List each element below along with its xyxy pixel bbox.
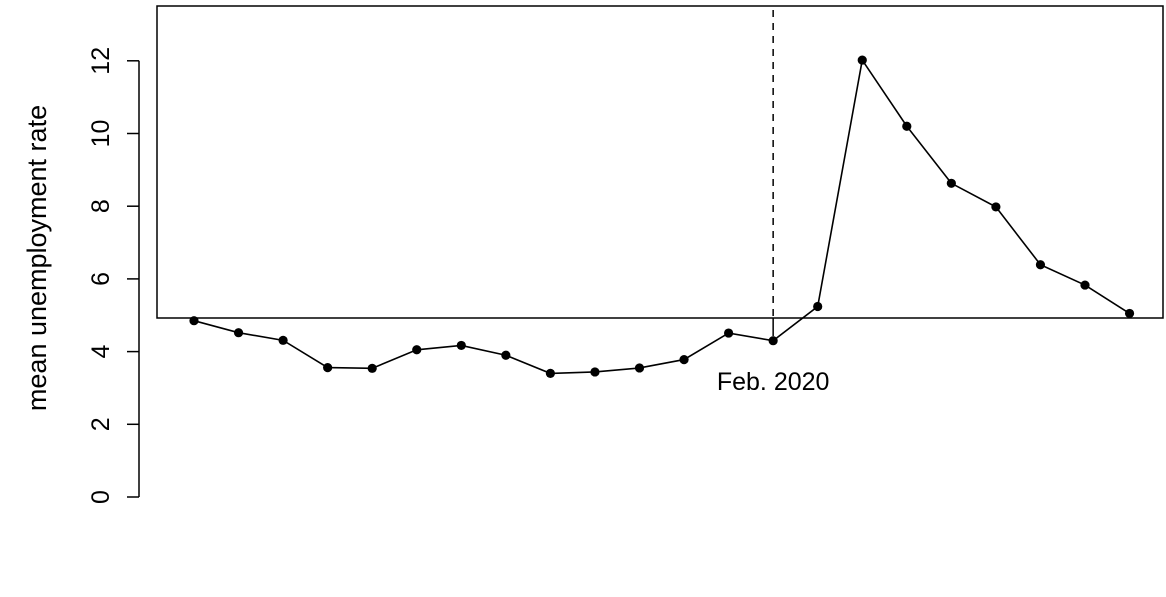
data-point bbox=[233, 328, 244, 338]
y-axis-title: mean unemployment rate bbox=[22, 105, 52, 411]
y-tick-label: 8 bbox=[87, 199, 115, 213]
data-point bbox=[545, 368, 556, 379]
data-point bbox=[456, 340, 466, 351]
plot-frame bbox=[156, 5, 1164, 319]
data-point bbox=[501, 350, 511, 360]
data-point bbox=[367, 363, 377, 373]
data-point bbox=[724, 328, 734, 338]
y-axis: 0 2 4 6 8 10 12 bbox=[87, 47, 140, 504]
data-point bbox=[1035, 260, 1046, 270]
y-tick-label: 2 bbox=[87, 417, 115, 431]
data-point bbox=[813, 301, 823, 312]
y-tick-label: 10 bbox=[87, 120, 115, 148]
data-point bbox=[991, 202, 1001, 212]
data-point bbox=[857, 55, 867, 65]
y-tick-label: 6 bbox=[87, 272, 115, 286]
data-point bbox=[189, 316, 199, 326]
data-point bbox=[590, 367, 600, 377]
x-tick-label: Feb. 2020 bbox=[717, 368, 830, 396]
data-point bbox=[278, 335, 288, 345]
y-tick-label: 4 bbox=[87, 345, 115, 359]
data-point bbox=[679, 354, 689, 365]
data-point bbox=[1080, 280, 1090, 290]
data-point bbox=[1124, 308, 1135, 319]
data-point bbox=[634, 363, 645, 373]
data-points bbox=[189, 55, 1135, 379]
data-point bbox=[323, 362, 333, 373]
data-point bbox=[946, 178, 956, 188]
x-axis: Feb. 2020 bbox=[717, 318, 830, 396]
data-point bbox=[412, 345, 422, 355]
y-tick-label: 0 bbox=[87, 490, 115, 504]
data-point bbox=[902, 121, 912, 131]
series-line bbox=[193, 57, 1130, 375]
y-tick-label: 12 bbox=[87, 47, 115, 75]
data-point bbox=[768, 336, 778, 346]
